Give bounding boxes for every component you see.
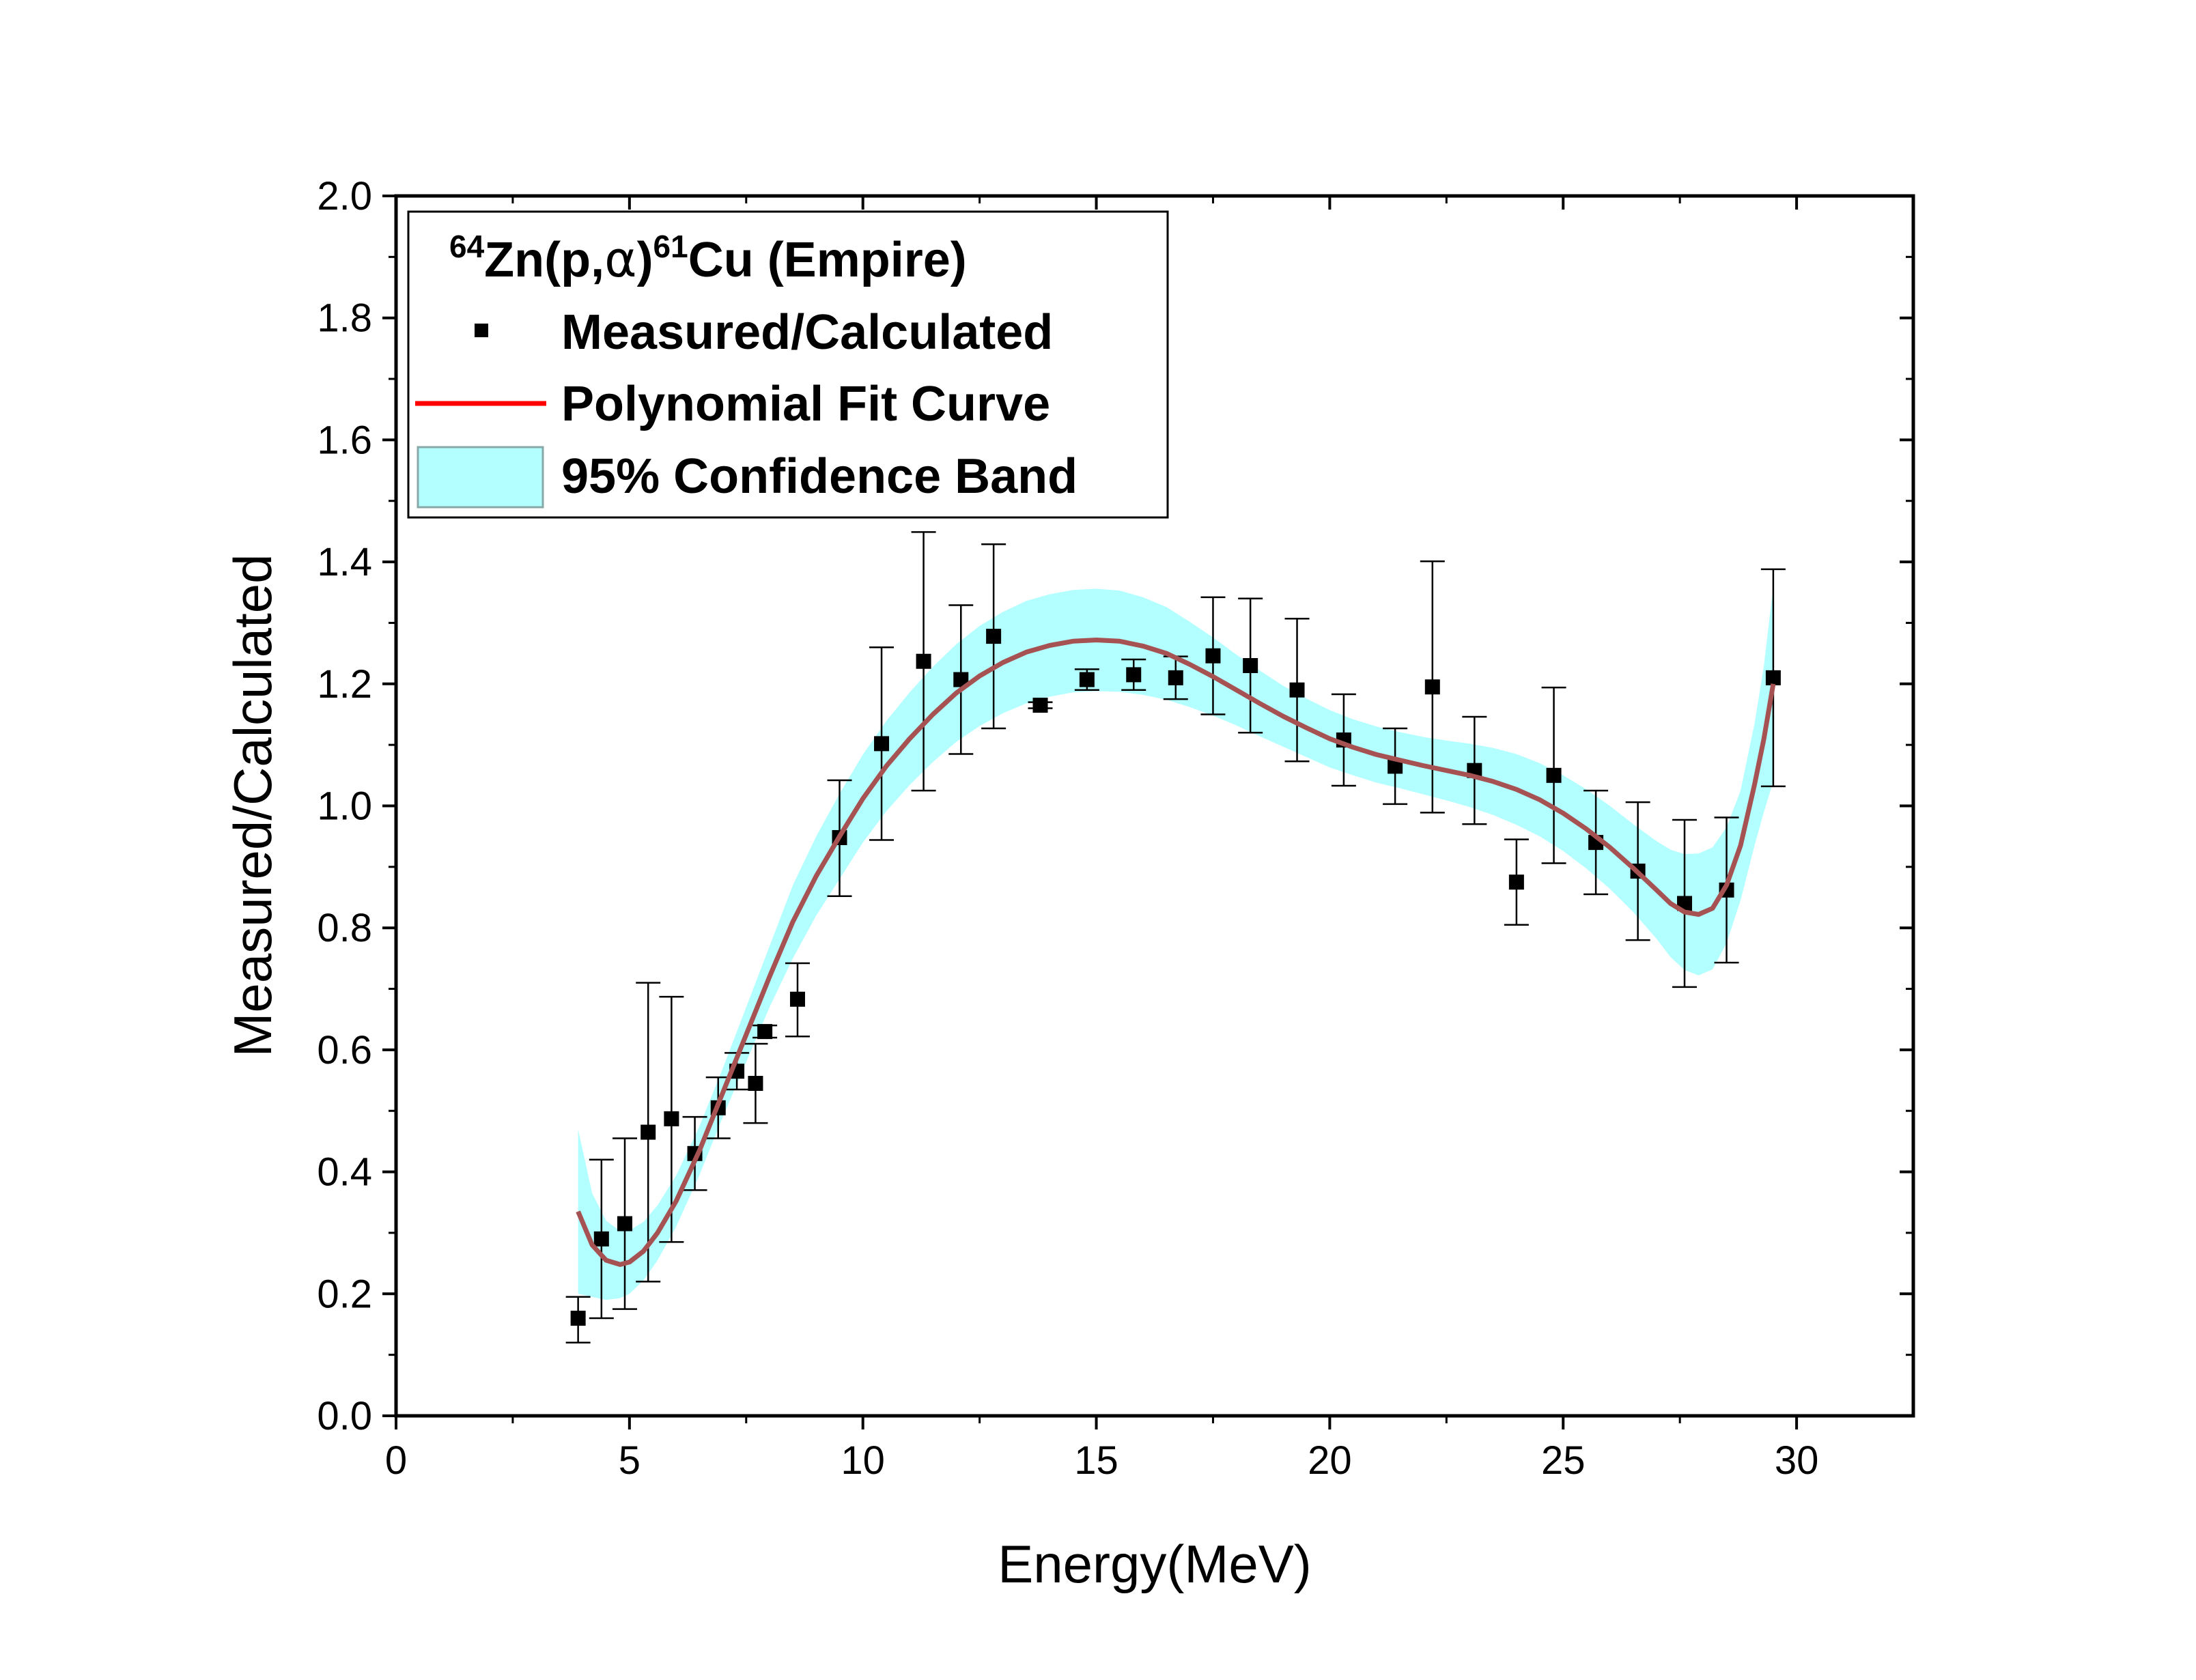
legend-title-mass-product: 61 — [653, 229, 688, 264]
y-tick-label: 1.4 — [317, 540, 372, 584]
y-tick-label: 1.6 — [317, 418, 372, 462]
data-point — [1205, 648, 1221, 664]
legend-label-band: 95% Confidence Band — [561, 449, 1078, 504]
legend: 64Zn(p,α)61Cu (Empire) Measured/Calculat… — [407, 210, 1169, 519]
y-tick-label: 0.4 — [317, 1150, 372, 1195]
legend-title-close: ) — [637, 233, 653, 287]
y-axis-title: Measured/Calculated — [223, 554, 283, 1057]
data-point — [986, 629, 1002, 644]
axis-ticks — [382, 195, 1913, 1429]
x-tick-label: 30 — [1775, 1438, 1819, 1483]
legend-title-product: Cu (Empire) — [688, 233, 967, 287]
y-tick-label: 0.8 — [317, 906, 372, 950]
y-tick-label: 0.0 — [317, 1394, 372, 1438]
legend-marker-square — [475, 324, 488, 337]
fit-curve — [576, 638, 1776, 1267]
y-tick-label: 0.2 — [317, 1272, 372, 1316]
data-point — [593, 1231, 609, 1247]
data-point — [874, 736, 890, 752]
y-tick-label: 1.0 — [317, 784, 372, 829]
data-point — [570, 1311, 586, 1326]
data-point — [1546, 767, 1562, 783]
legend-label-fit: Polynomial Fit Curve — [561, 377, 1050, 431]
y-tick-labels: 0.0 0.2 0.4 0.6 0.8 1.0 1.2 1.4 1.6 1.8 2.0 — [317, 174, 372, 1438]
y-tick-label: 1.2 — [317, 662, 372, 707]
legend-marker-band — [417, 446, 544, 509]
x-tick-label: 0 — [385, 1438, 407, 1483]
y-tick-label: 2.0 — [317, 174, 372, 218]
data-point — [757, 1024, 773, 1040]
y-tick-label: 0.6 — [317, 1028, 372, 1072]
data-point — [1289, 682, 1305, 698]
data-point — [1508, 874, 1524, 890]
x-tick-label: 20 — [1308, 1438, 1352, 1483]
data-point — [748, 1076, 763, 1092]
data-point — [953, 672, 969, 687]
x-tick-label: 15 — [1074, 1438, 1118, 1483]
data-point — [1388, 758, 1403, 774]
data-point — [1079, 672, 1095, 687]
data-point — [1126, 667, 1142, 683]
data-point — [640, 1124, 656, 1140]
data-point — [617, 1216, 633, 1231]
x-tick-label: 25 — [1541, 1438, 1586, 1483]
data-point — [1168, 670, 1183, 685]
data-point — [1424, 679, 1440, 695]
x-axis-title: Energy(MeV) — [998, 1534, 1311, 1594]
plot-area — [565, 531, 1786, 1344]
data-point — [916, 653, 931, 669]
legend-title-target: Zn(p, — [484, 233, 604, 287]
legend-title: 64Zn(p,α)61Cu (Empire) — [449, 229, 967, 288]
data-point — [1243, 657, 1258, 673]
data-point — [1032, 698, 1048, 713]
legend-title-mass-target: 64 — [449, 229, 485, 264]
legend-title-alpha: α — [604, 231, 636, 288]
legend-label-measured: Measured/Calculated — [561, 305, 1053, 360]
x-tick-labels: 0 5 10 15 20 25 30 — [385, 1438, 1818, 1483]
data-point — [664, 1111, 679, 1126]
data-point — [1765, 670, 1781, 685]
y-tick-label: 1.8 — [317, 296, 372, 341]
x-tick-label: 10 — [841, 1438, 885, 1483]
data-point — [789, 991, 805, 1007]
x-tick-label: 5 — [619, 1438, 640, 1483]
